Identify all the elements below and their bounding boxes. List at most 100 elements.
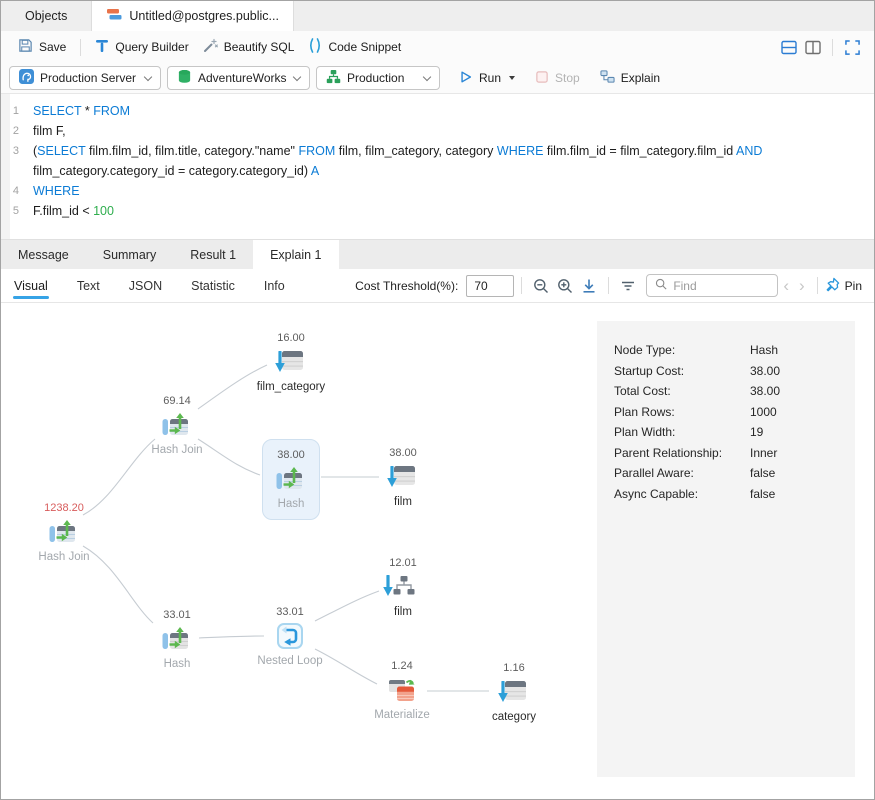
query-table-icon xyxy=(106,7,122,25)
separator xyxy=(832,38,833,56)
node-cost: 69.14 xyxy=(163,395,191,407)
plan-node-hash-join-root[interactable]: 1238.20 Hash Join xyxy=(19,500,109,563)
find-box[interactable] xyxy=(646,274,779,297)
tab-query[interactable]: Untitled@postgres.public... xyxy=(92,1,294,31)
plan-diagram[interactable]: Node Type: Hash Startup Cost: 38.00 Total … xyxy=(1,303,874,799)
code-line[interactable]: 2 film F, xyxy=(1,121,874,141)
subtab-statistic[interactable]: Statistic xyxy=(191,278,235,293)
node-cost: 33.01 xyxy=(276,606,304,618)
beautify-sql-button[interactable]: Beautify SQL xyxy=(196,35,302,59)
subtab-text[interactable]: Text xyxy=(76,278,100,293)
chevron-down-icon xyxy=(422,72,432,81)
run-button[interactable]: Run xyxy=(452,67,522,90)
run-icon xyxy=(459,70,473,87)
server-dropdown[interactable]: Production Server xyxy=(9,66,161,90)
server-label: Production Server xyxy=(40,71,137,85)
separator xyxy=(608,277,610,294)
cost-threshold-label: Cost Threshold(%): xyxy=(355,278,459,293)
tab-result-1[interactable]: Result 1 xyxy=(173,240,253,269)
parentheses-icon xyxy=(308,38,322,56)
tab-summary-label: Summary xyxy=(102,247,157,262)
line-number: 4 xyxy=(12,185,19,197)
fullscreen-button[interactable] xyxy=(840,35,864,59)
node-cost: 33.01 xyxy=(163,609,191,621)
line-number: 2 xyxy=(12,125,19,137)
code-line[interactable]: 1 SELECT * FROM xyxy=(1,101,874,121)
detail-label: Async Capable: xyxy=(614,486,699,501)
filter-icon[interactable] xyxy=(616,274,640,298)
node-label: Materialize xyxy=(374,709,430,721)
tab-summary[interactable]: Summary xyxy=(86,240,173,269)
detail-row: Total Cost: 38.00 xyxy=(614,381,845,402)
hash-join-icon xyxy=(19,517,109,547)
node-cost: 1.24 xyxy=(391,660,413,672)
code-line[interactable]: 5 F.film_id < 100 xyxy=(1,201,874,221)
schema-icon xyxy=(326,69,341,87)
pin-label: Pin xyxy=(844,278,862,293)
sql-editor[interactable]: 1 SELECT * FROM 2 film F, 3 (SELECT film.film… xyxy=(1,94,874,239)
tab-objects[interactable]: Objects xyxy=(1,1,93,31)
node-cost: 12.01 xyxy=(389,557,417,569)
chevron-down-icon xyxy=(143,72,153,81)
find-prev-button[interactable]: ‹ xyxy=(783,276,789,295)
detail-value: false xyxy=(750,486,776,501)
explain-button[interactable]: Explain xyxy=(593,66,667,90)
detail-label: Total Cost: xyxy=(614,384,671,398)
plan-node-film-category[interactable]: 16.00 film_category xyxy=(246,330,336,393)
detail-label: Parent Relationship: xyxy=(614,445,723,460)
zoom-out-button[interactable] xyxy=(529,274,553,298)
schema-dropdown[interactable]: Production xyxy=(316,66,440,90)
save-button[interactable]: Save xyxy=(11,35,73,59)
detail-row: Plan Width: 19 xyxy=(614,422,845,443)
plan-node-hash-join[interactable]: 69.14 Hash Join xyxy=(132,393,222,456)
plan-node-film-seq[interactable]: 38.00 film xyxy=(358,445,448,508)
detail-value: 38.00 xyxy=(750,384,781,398)
code-snippet-button[interactable]: Code Snippet xyxy=(301,35,408,59)
split-horizontal-button[interactable] xyxy=(777,35,801,59)
code-line[interactable]: 3 (SELECT film.film_id, film.title, categ… xyxy=(1,141,874,181)
plan-node-category[interactable]: 1.16 category xyxy=(469,660,559,723)
plan-node-hash-lower[interactable]: 33.01 Hash xyxy=(132,607,222,670)
cost-threshold-input[interactable] xyxy=(466,274,515,297)
node-details-panel: Node Type: Hash Startup Cost: 38.00 Total … xyxy=(597,321,855,777)
split-vertical-button[interactable] xyxy=(801,35,825,59)
detail-value: false xyxy=(750,466,776,480)
tab-message[interactable]: Message xyxy=(1,240,86,269)
code-line[interactable]: 4 WHERE xyxy=(1,181,874,201)
detail-label: Plan Width: xyxy=(614,425,676,439)
subtab-json[interactable]: JSON xyxy=(128,278,163,293)
tab-explain-1[interactable]: Explain 1 xyxy=(253,240,339,269)
node-label: Hash Join xyxy=(38,551,90,563)
explain-plan-icon xyxy=(600,69,615,87)
run-dropdown-caret-icon[interactable] xyxy=(509,76,516,80)
database-icon xyxy=(177,69,192,87)
detail-row: Node Type: Hash xyxy=(614,340,845,361)
query-builder-button[interactable]: Query Builder xyxy=(88,36,195,59)
tab-objects-label: Objects xyxy=(25,9,68,23)
subtab-visual[interactable]: Visual xyxy=(13,276,49,299)
node-label: Nested Loop xyxy=(257,655,323,667)
zoom-in-button[interactable] xyxy=(553,274,577,298)
tab-query-label: Untitled@postgres.public... xyxy=(129,9,279,23)
database-dropdown[interactable]: AdventureWorks xyxy=(167,66,310,90)
node-label: film xyxy=(394,496,412,508)
detail-row: Startup Cost: 38.00 xyxy=(614,361,845,382)
subtab-info[interactable]: Info xyxy=(263,278,285,293)
plan-node-film-index[interactable]: 12.01 film xyxy=(358,555,448,618)
pin-button[interactable]: Pin xyxy=(825,277,862,295)
plan-node-hash-selected[interactable]: 38.00 Hash xyxy=(262,439,320,520)
explain-label: Explain xyxy=(620,71,661,85)
detail-value: Hash xyxy=(750,343,779,357)
detail-row: Async Capable: false xyxy=(614,484,845,505)
plan-node-nested-loop[interactable]: 33.01 Nested Loop xyxy=(245,604,335,667)
detail-value: 19 xyxy=(750,425,764,439)
export-image-button[interactable] xyxy=(577,274,601,298)
query-builder-label: Query Builder xyxy=(115,40,189,54)
find-next-button[interactable]: › xyxy=(798,276,805,295)
find-input[interactable] xyxy=(673,278,770,293)
save-label: Save xyxy=(39,40,67,54)
detail-label: Plan Rows: xyxy=(614,404,675,419)
node-label: Hash xyxy=(277,498,305,510)
plan-node-materialize[interactable]: 1.24 Materialize xyxy=(357,658,447,721)
wand-icon xyxy=(203,38,218,56)
